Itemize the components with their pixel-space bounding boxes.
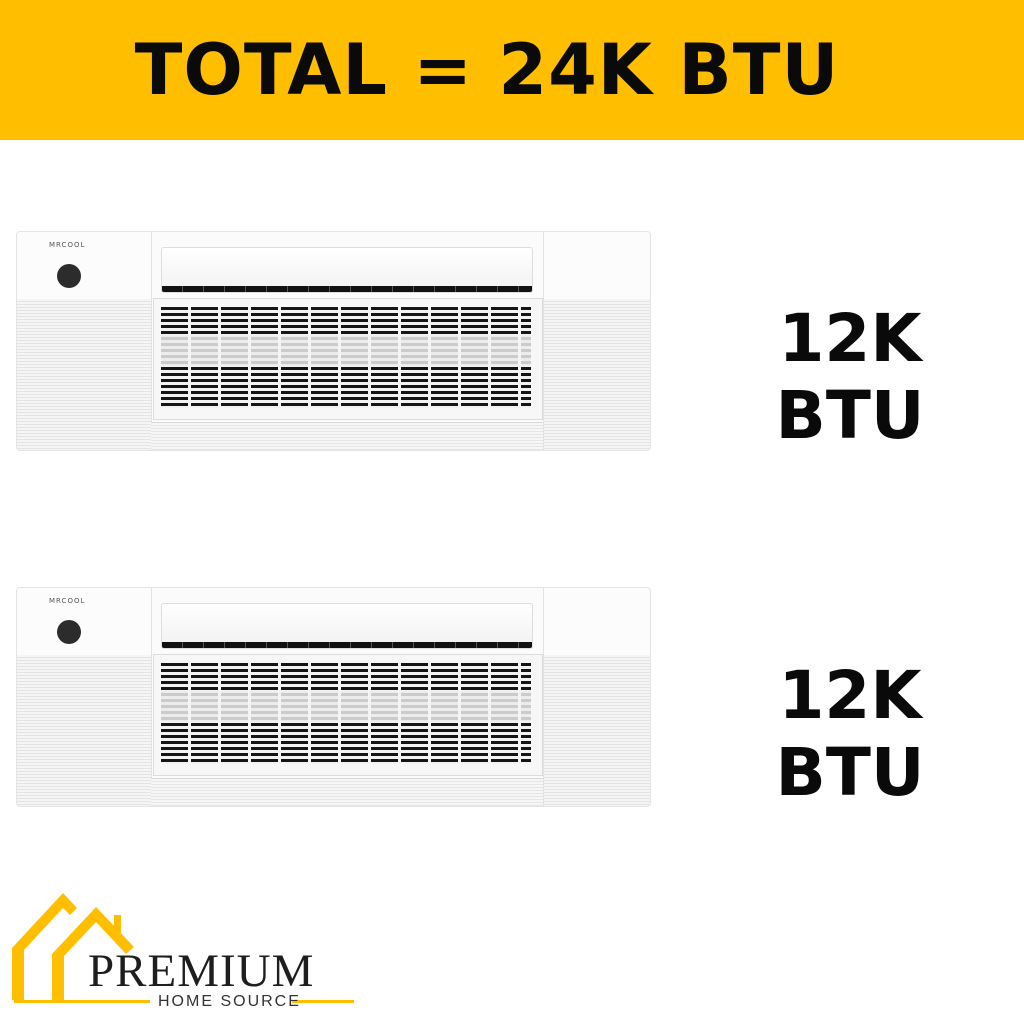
total-capacity-title: TOTAL = 24K BTU xyxy=(134,29,840,111)
bottom-panel xyxy=(151,422,543,450)
premium-home-source-logo: PREMIUM HOME SOURCE xyxy=(10,890,360,1015)
ceiling-cassette-unit-2: MRCOOL xyxy=(16,587,651,807)
unit-2-capacity: 12K BTU xyxy=(775,657,925,811)
sensor-knob-icon xyxy=(57,620,81,644)
logo-tagline: HOME SOURCE xyxy=(158,993,301,1010)
right-panel xyxy=(543,588,650,806)
house-roofs-icon xyxy=(12,893,134,1000)
bottom-panel xyxy=(151,778,543,806)
unit-brand-label: MRCOOL xyxy=(49,241,86,249)
intake-grille xyxy=(161,307,531,408)
unit-brand-label: MRCOOL xyxy=(49,597,86,605)
left-panel: MRCOOL xyxy=(17,232,152,450)
air-louver xyxy=(161,603,533,649)
sensor-knob-icon xyxy=(57,264,81,288)
intake-grille xyxy=(161,663,531,764)
title-banner: TOTAL = 24K BTU xyxy=(0,0,1024,140)
unit-1-capacity: 12K BTU xyxy=(775,300,925,454)
logo-wordmark: PREMIUM xyxy=(88,945,315,997)
left-panel: MRCOOL xyxy=(17,588,152,806)
ceiling-cassette-unit-1: MRCOOL xyxy=(16,231,651,451)
air-louver xyxy=(161,247,533,293)
right-panel xyxy=(543,232,650,450)
